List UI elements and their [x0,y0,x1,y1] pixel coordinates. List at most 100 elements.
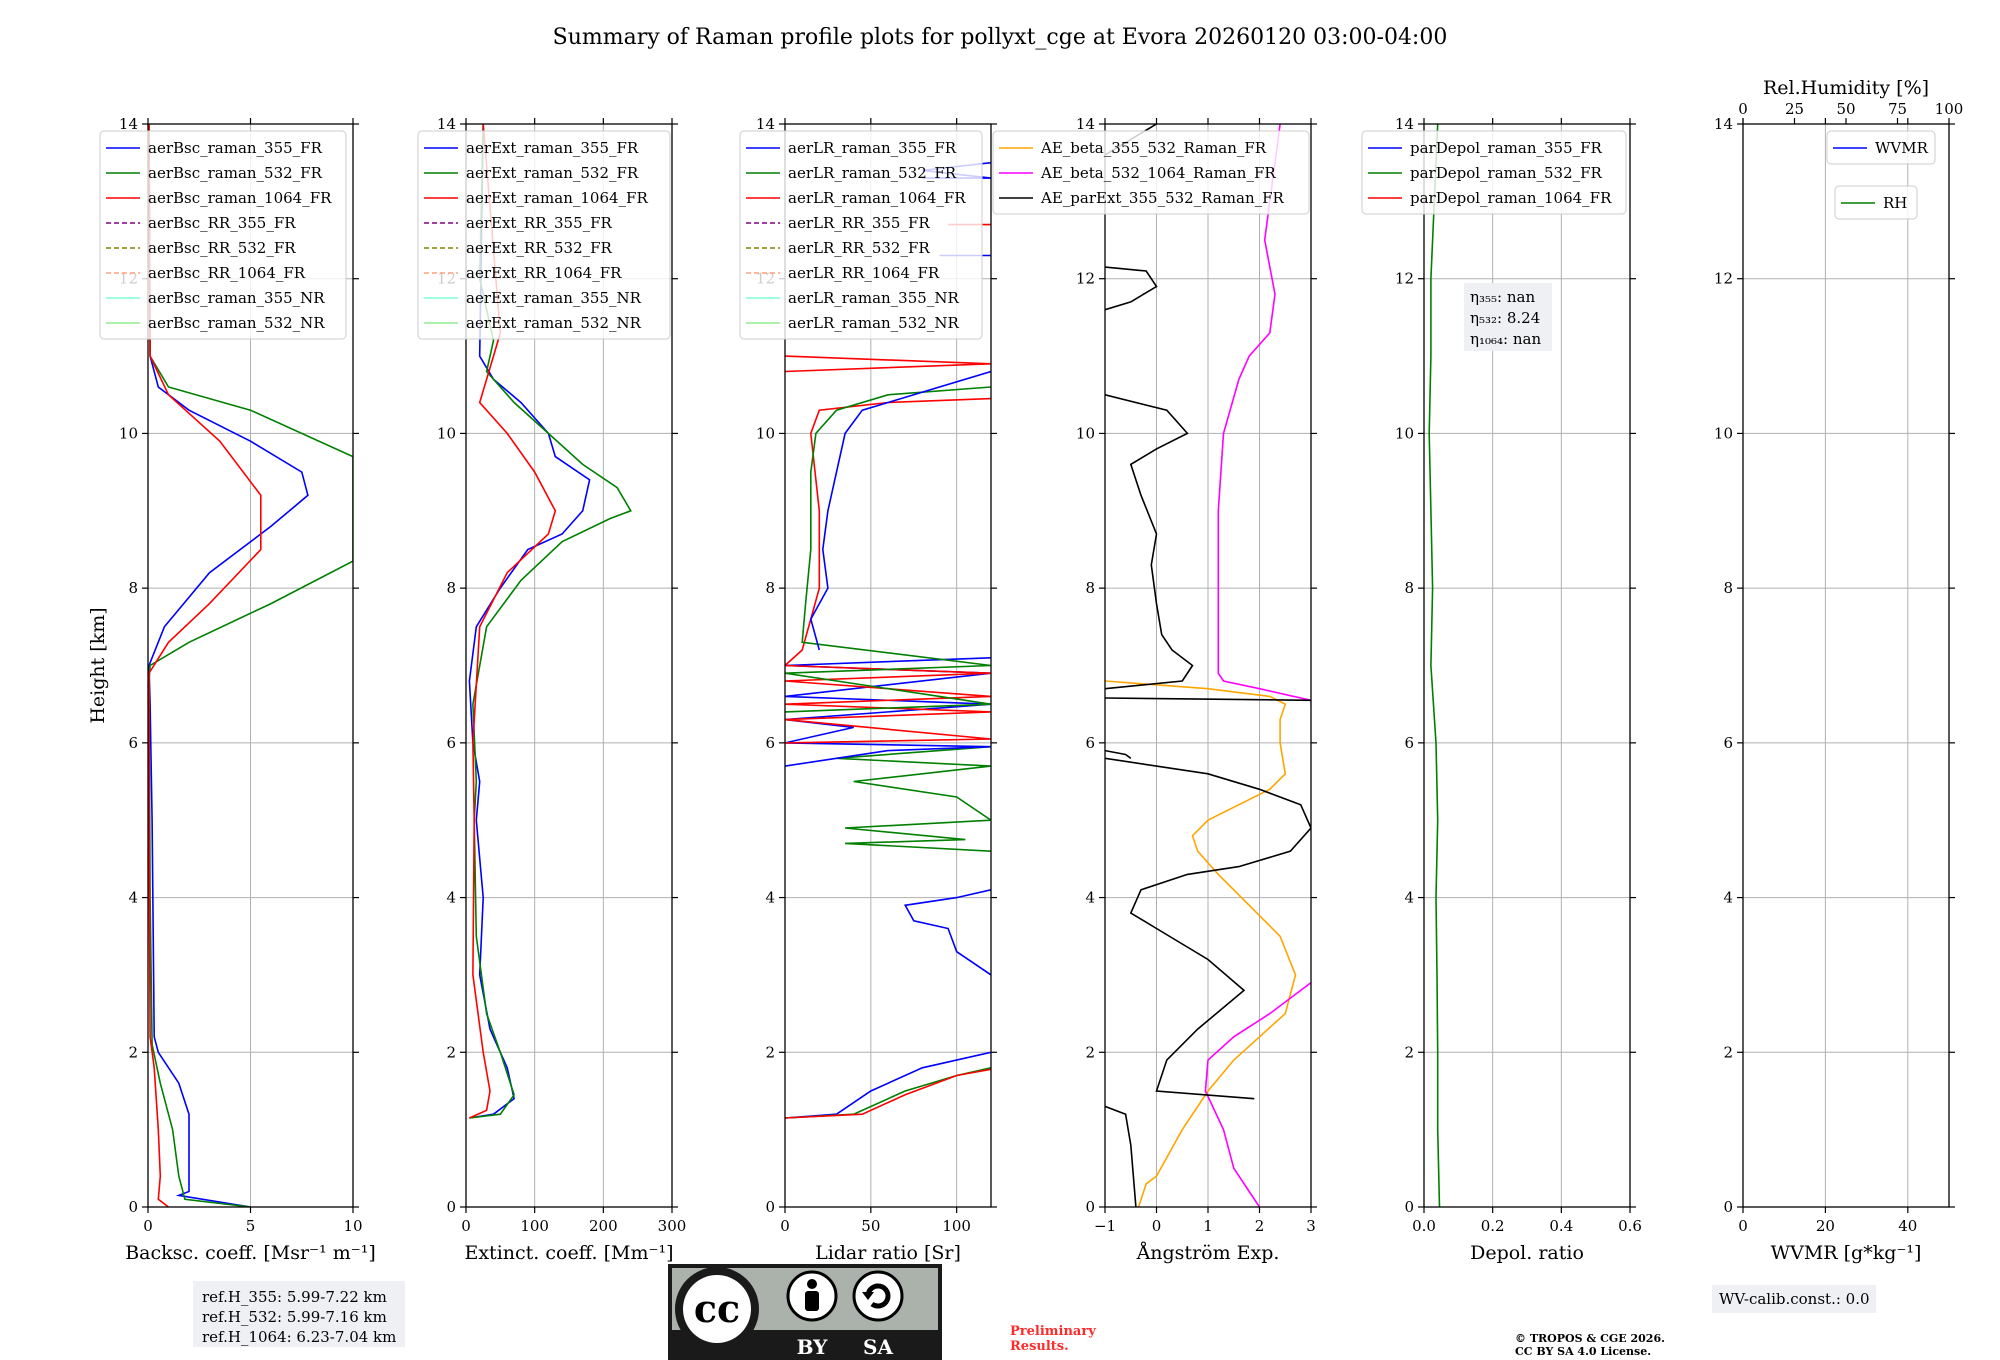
axes-frame [784,123,992,1208]
series-line [469,124,632,1119]
y-tick-label: 10 [1714,424,1733,442]
x-tick-label: 40 [1898,1217,1917,1235]
top-x-tick-label: 100 [1935,100,1964,118]
y-tick-label: 10 [437,424,456,442]
x-tick-label: 0.4 [1549,1217,1573,1235]
y-tick-label: 12 [1714,270,1733,288]
panel-extinction: 010020030002468101214Extinct. coeff. [Mm… [417,115,687,1264]
legend-box [1826,130,1936,165]
x-axis-label: WVMR [g*kg⁻¹] [1771,1242,1922,1264]
x-tick-label: 0.0 [1412,1217,1436,1235]
series-line [785,386,991,713]
x-tick-label: 10 [343,1217,362,1235]
legend-label: aerBsc_RR_532_FR [148,239,296,257]
x-axis-label: Extinct. coeff. [Mm⁻¹] [464,1242,673,1264]
y-tick-label: 8 [1723,579,1733,597]
y-tick-label: 14 [1714,115,1733,133]
y-tick-label: 14 [437,115,456,133]
grid [1742,123,1949,1208]
legend-label: aerExt_raman_355_NR [466,289,642,307]
axes-frame [1742,123,1950,1208]
y-tick-label: 8 [765,579,775,597]
y-axis-label: Height [km] [87,607,109,723]
legend-label: aerExt_raman_355_FR [466,139,639,157]
legend-label: aerLR_raman_355_FR [788,139,957,157]
legend: AE_beta_355_532_Raman_FR AE_beta_532_1064… [992,130,1310,215]
preliminary-line-1: Preliminary [1010,1324,1096,1339]
wv-calib-text: WV-calib.const.: 0.0 [1719,1290,1870,1308]
cc-logo-text: cc [694,1286,740,1331]
preliminary-note: Preliminary Results. [1010,1324,1096,1354]
top-x-axis-label: Rel.Humidity [%] [1763,77,1929,99]
x-tick-label: 0 [461,1217,471,1235]
legend-label: RH [1883,194,1907,212]
series-line [1105,749,1132,759]
ref-height-box: ref.H_355: 5.99-7.22 km ref.H_532: 5.99-… [193,1281,405,1347]
person-icon [786,1270,838,1322]
series-line [1105,266,1158,311]
annotation-box [1464,283,1552,351]
copyright-note: © TROPOS & CGE 2026. CC BY SA 4.0 Licens… [1515,1332,1665,1358]
legend: WVMR [1826,130,1936,165]
top-x-tick-label: 50 [1836,100,1855,118]
legend: parDepol_raman_355_FR parDepol_raman_532_… [1361,130,1627,215]
series-group [1105,124,1311,1207]
y-tick-label: 14 [1395,115,1414,133]
y-tick-label: 0 [1404,1198,1414,1216]
top-x-tick-label: 25 [1785,100,1804,118]
x-tick-label: 0.6 [1618,1217,1642,1235]
copyright-line-1: © TROPOS & CGE 2026. [1515,1332,1665,1345]
series-group [785,161,991,1119]
legend-label: WVMR [1875,139,1929,157]
legend-label: parDepol_raman_1064_FR [1410,189,1612,207]
x-tick-label: 200 [589,1217,618,1235]
y-tick-label: 2 [1404,1043,1414,1061]
legend-label: AE_beta_355_532_Raman_FR [1040,139,1267,157]
x-tick-label: 3 [1306,1217,1316,1235]
series-group [1428,124,1441,1207]
legend-label: aerLR_RR_355_FR [788,214,930,232]
y-tick-label: 14 [756,115,775,133]
series-line [809,370,991,651]
y-tick-label: 2 [128,1043,138,1061]
y-tick-label: 12 [1076,270,1095,288]
legend-label: aerLR_RR_532_FR [788,239,930,257]
x-tick-label: 300 [658,1217,687,1235]
series-line [785,355,991,373]
x-tick-label: 100 [520,1217,549,1235]
ref-height-1064: ref.H_1064: 6.23-7.04 km [202,1328,396,1346]
y-tick-label: 14 [119,115,138,133]
y-tick-label: 8 [1404,579,1414,597]
cc-by-label: BY [797,1335,829,1359]
figure-title: Summary of Raman profile plots for polly… [553,25,1448,50]
x-tick-label: 0 [1152,1217,1162,1235]
y-tick-label: 6 [128,734,138,752]
y-tick-label: 14 [1076,115,1095,133]
series-line [785,1051,991,1119]
legend-label: aerLR_raman_1064_FR [788,189,966,207]
x-tick-label: 2 [1255,1217,1265,1235]
y-tick-label: 0 [1723,1198,1733,1216]
cc-license-logo: cc BY SA [668,1264,942,1360]
axes-frame [1423,123,1631,1208]
series-line [903,889,991,976]
legend-label: AE_beta_532_1064_Raman_FR [1040,164,1276,182]
legend-label: aerExt_raman_532_FR [466,164,639,182]
x-tick-label: 50 [861,1217,880,1235]
y-tick-label: 6 [765,734,775,752]
x-tick-label: 20 [1816,1217,1835,1235]
ref-height-355: ref.H_355: 5.99-7.22 km [202,1288,387,1306]
legend: aerLR_raman_355_FR aerLR_raman_532_FR aerL… [739,130,983,340]
legend-label: aerBsc_raman_355_NR [148,289,325,307]
legend-box [992,130,1310,215]
top-x-tick-label: 0 [1738,100,1748,118]
legend-label: aerLR_raman_355_NR [788,289,959,307]
annotation-line: η₅₃₂: 8.24 [1470,309,1540,327]
y-tick-label: 0 [1085,1198,1095,1216]
y-tick-label: 8 [128,579,138,597]
x-tick-label: 5 [246,1217,256,1235]
y-tick-label: 10 [1395,424,1414,442]
y-tick-label: 6 [1723,734,1733,752]
grid [1104,123,1312,1208]
